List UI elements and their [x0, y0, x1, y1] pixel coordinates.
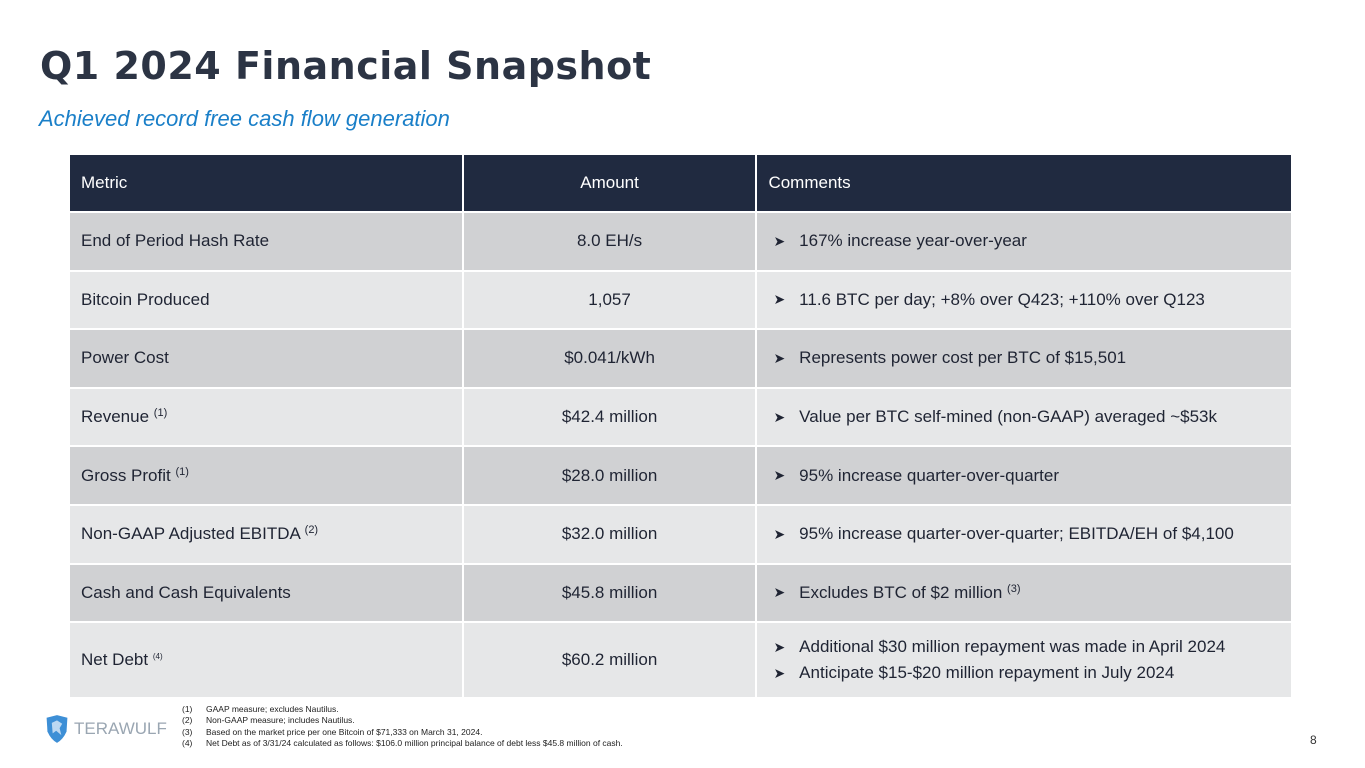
comment-text: Value per BTC self-mined (non-GAAP) aver… — [799, 407, 1217, 427]
arrow-bullet-icon: ➤ — [773, 639, 786, 656]
comment-text: 95% increase quarter-over-quarter — [799, 465, 1060, 485]
metric-cell: Gross Profit (1) — [70, 445, 464, 505]
comment-bullet: ➤ Additional $30 million repayment was ma… — [768, 637, 1291, 657]
shield-wolf-icon — [46, 715, 68, 743]
comments-cell: ➤ 95% increase quarter-over-quarter; EBIT… — [756, 503, 1293, 564]
footnote-text: Net Debt as of 3/31/24 calculated as fol… — [206, 737, 623, 748]
comment-text: 167% increase year-over-year — [799, 231, 1027, 251]
comments-cell: ➤ Additional $30 million repayment was ma… — [756, 621, 1293, 698]
metric-cell: Revenue (1) — [70, 386, 464, 447]
logo-text: TERAWULF — [74, 719, 167, 738]
amount-cell: $42.4 million — [462, 386, 758, 447]
footnote-number: (3) — [182, 726, 193, 737]
comment-bullet: ➤ Excludes BTC of $2 million (3) — [768, 583, 1291, 603]
footnote: (2) Non-GAAP measure; includes Nautilus. — [182, 715, 623, 726]
footnote: (1) GAAP measure; excludes Nautilus. — [182, 704, 623, 715]
page-number: 8 — [1310, 733, 1317, 747]
arrow-bullet-icon: ➤ — [773, 408, 786, 425]
footnote-number: (2) — [182, 715, 193, 726]
amount-cell: $0.041/kWh — [462, 328, 758, 388]
footnote-ref: (4) — [152, 652, 163, 662]
amount-cell: $45.8 million — [462, 562, 758, 623]
page-subtitle: Achieved record free cash flow generatio… — [39, 106, 450, 131]
footnote: (4) Net Debt as of 3/31/24 calculated as … — [182, 738, 623, 749]
comment-text: 11.6 BTC per day; +8% over Q423; +110% o… — [799, 289, 1205, 309]
terawulf-logo: TERAWULF — [44, 714, 176, 744]
amount-cell: 1,057 — [462, 269, 758, 330]
arrow-bullet-icon: ➤ — [773, 232, 786, 249]
footnote-number: (4) — [182, 737, 193, 748]
footnote-ref: (1) — [153, 407, 168, 420]
metric-cell: Net Debt (4) — [70, 621, 464, 698]
table-row: Cash and Cash Equivalents $45.8 million ➤ E… — [70, 562, 1293, 623]
table-row: Gross Profit (1) $28.0 million ➤ 95% increa… — [70, 445, 1293, 505]
table-row: Revenue (1) $42.4 million ➤ Value per BTC s… — [70, 386, 1293, 447]
metric-label: Bitcoin Produced — [81, 289, 210, 309]
comment-text: Anticipate $15-$20 million repayment in … — [799, 663, 1175, 683]
comment-text: Excludes BTC of $2 million — [799, 582, 1003, 602]
amount-cell: $28.0 million — [462, 445, 758, 505]
metric-cell: End of Period Hash Rate — [70, 211, 464, 271]
metric-cell: Power Cost — [70, 328, 464, 388]
comments-cell: ➤ 167% increase year-over-year — [756, 211, 1293, 271]
comment-bullet: ➤ 167% increase year-over-year — [768, 231, 1291, 251]
table-row: Non-GAAP Adjusted EBITDA (2) $32.0 millio… — [70, 503, 1293, 564]
footnote-ref: (3) — [1007, 582, 1021, 595]
footnote-text: Based on the market price per one Bitcoi… — [206, 726, 483, 737]
amount-cell: 8.0 EH/s — [462, 211, 758, 271]
amount-cell: $60.2 million — [462, 621, 758, 698]
amount-cell: $32.0 million — [462, 503, 758, 564]
metric-label: End of Period Hash Rate — [81, 231, 270, 251]
arrow-bullet-icon: ➤ — [773, 665, 786, 682]
comments-cell: ➤ Excludes BTC of $2 million (3) — [756, 562, 1293, 623]
comments-cell: ➤ Represents power cost per BTC of $15,50… — [756, 328, 1293, 388]
comment-text: Represents power cost per BTC of $15,501 — [799, 348, 1127, 368]
metric-label: Gross Profit — [81, 465, 171, 485]
metric-cell: Cash and Cash Equivalents — [70, 562, 464, 623]
financial-snapshot-table: Metric Amount Comments End of Period Has… — [70, 155, 1293, 698]
comment-bullet: ➤ 11.6 BTC per day; +8% over Q423; +110% … — [768, 290, 1291, 310]
arrow-bullet-icon: ➤ — [773, 584, 786, 601]
arrow-bullet-icon: ➤ — [773, 291, 786, 308]
metric-cell: Non-GAAP Adjusted EBITDA (2) — [70, 503, 464, 564]
header-metric: Metric — [70, 155, 464, 212]
metric-label: Net Debt — [81, 650, 149, 670]
header-amount: Amount — [462, 155, 758, 212]
comment-bullet: ➤ Value per BTC self-mined (non-GAAP) ave… — [768, 407, 1291, 427]
metric-cell: Bitcoin Produced — [70, 269, 464, 330]
page-title: Q1 2024 Financial Snapshot — [40, 44, 652, 88]
footnote: (3) Based on the market price per one Bit… — [182, 727, 623, 738]
table-header-row: Metric Amount Comments — [70, 155, 1293, 212]
arrow-bullet-icon: ➤ — [773, 467, 786, 484]
comment-bullet: ➤ Anticipate $15-$20 million repayment in… — [768, 663, 1291, 683]
footnote-ref: (1) — [175, 465, 189, 478]
metric-label: Revenue — [81, 407, 150, 427]
metric-label: Cash and Cash Equivalents — [81, 582, 291, 602]
comment-bullet: ➤ 95% increase quarter-over-quarter — [768, 466, 1291, 486]
arrow-bullet-icon: ➤ — [773, 349, 786, 366]
footnote-text: Non-GAAP measure; includes Nautilus. — [206, 715, 355, 726]
comments-cell: ➤ 11.6 BTC per day; +8% over Q423; +110% … — [756, 269, 1293, 330]
metric-label: Non-GAAP Adjusted EBITDA — [81, 524, 300, 544]
table-row: Power Cost $0.041/kWh ➤ Represents power co… — [70, 328, 1293, 388]
comments-cell: ➤ 95% increase quarter-over-quarter — [756, 445, 1293, 505]
header-comments: Comments — [756, 155, 1293, 212]
comment-bullet: ➤ Represents power cost per BTC of $15,50… — [768, 348, 1291, 368]
comment-text: 95% increase quarter-over-quarter; EBITD… — [799, 524, 1234, 544]
footnote-ref: (2) — [304, 524, 319, 537]
table-row: End of Period Hash Rate 8.0 EH/s ➤ 167% inc… — [70, 211, 1293, 271]
footnote-number: (1) — [182, 704, 193, 714]
comment-text: Additional $30 million repayment was mad… — [799, 637, 1226, 657]
table-row: Bitcoin Produced 1,057 ➤ 11.6 BTC per day; … — [70, 269, 1293, 330]
comments-cell: ➤ Value per BTC self-mined (non-GAAP) ave… — [756, 386, 1293, 447]
arrow-bullet-icon: ➤ — [773, 525, 786, 542]
comment-bullet: ➤ 95% increase quarter-over-quarter; EBIT… — [768, 524, 1291, 544]
metric-label: Power Cost — [81, 348, 169, 368]
footnotes: (1) GAAP measure; excludes Nautilus. (2) No… — [182, 704, 623, 749]
footnote-text: GAAP measure; excludes Nautilus. — [206, 704, 339, 714]
table-row: Net Debt (4) $60.2 million ➤ Additional $30… — [70, 621, 1293, 698]
